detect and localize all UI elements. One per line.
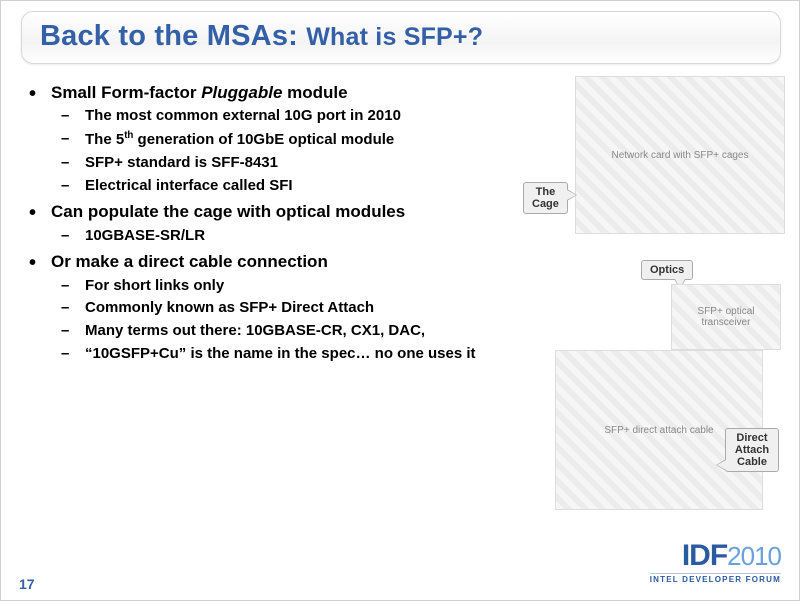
callout-tail-icon (716, 459, 726, 471)
logo-main: IDF (682, 539, 727, 572)
title-main: Back to the MSAs: (40, 20, 306, 52)
sub-bullet: The 5th generation of 10GbE optical modu… (61, 130, 505, 150)
nic-card-image: Network card with SFP+ cages (575, 76, 785, 234)
title-sub: What is SFP+? (306, 23, 483, 51)
sub-bullet: Electrical interface called SFI (61, 177, 505, 196)
logo-subtitle: INTEL DEVELOPER FORUM (650, 573, 781, 584)
sub-bullet-list: For short links only Commonly known as S… (51, 277, 505, 364)
sub-bullet: Many terms out there: 10GBASE-CR, CX1, D… (61, 322, 505, 341)
bullet-text: Can populate the cage with optical modul… (51, 202, 405, 221)
sub-bullet-list: The most common external 10G port in 201… (51, 107, 505, 195)
bullet-item: Or make a direct cable connection For sh… (29, 251, 505, 363)
bullet-text: Or make a direct cable connection (51, 252, 328, 271)
text-column: Small Form-factor Pluggable module The m… (21, 82, 505, 370)
idf-logo: IDF2010 INTEL DEVELOPER FORUM (650, 541, 781, 584)
sub-bullet: 10GBASE-SR/LR (61, 227, 505, 246)
sub-bullet: “10GSFP+Cu” is the name in the spec… no … (61, 345, 505, 364)
sub-bullet: The most common external 10G port in 201… (61, 107, 505, 126)
bullet-list: Small Form-factor Pluggable module The m… (29, 82, 505, 364)
logo-text: IDF2010 (650, 541, 781, 571)
image-column: Network card with SFP+ cages TheCage Opt… (511, 82, 781, 370)
sub-bullet: For short links only (61, 277, 505, 296)
callout-label: DirectAttachCable (735, 432, 769, 468)
page-number: 17 (19, 576, 35, 592)
bullet-text: Small Form-factor Pluggable module (51, 83, 348, 102)
slide-title: Back to the MSAs: What is SFP+? (40, 20, 762, 53)
callout-label: TheCage (532, 186, 559, 210)
callout-label: Optics (650, 264, 684, 276)
logo-year: 2010 (727, 541, 781, 571)
callout-tail-icon (567, 189, 577, 201)
content-row: Small Form-factor Pluggable module The m… (21, 82, 781, 370)
bullet-item: Small Form-factor Pluggable module The m… (29, 82, 505, 195)
callout-dac: DirectAttachCable (725, 428, 779, 472)
slide: Back to the MSAs: What is SFP+? Small Fo… (1, 1, 800, 601)
bullet-item: Can populate the cage with optical modul… (29, 201, 505, 245)
sub-bullet-list: 10GBASE-SR/LR (51, 227, 505, 246)
callout-optics: Optics (641, 260, 693, 280)
sub-bullet: Commonly known as SFP+ Direct Attach (61, 299, 505, 318)
title-container: Back to the MSAs: What is SFP+? (21, 11, 781, 64)
optics-module-image: SFP+ optical transceiver (671, 284, 781, 350)
callout-cage: TheCage (523, 182, 568, 214)
sub-bullet: SFP+ standard is SFF-8431 (61, 154, 505, 173)
